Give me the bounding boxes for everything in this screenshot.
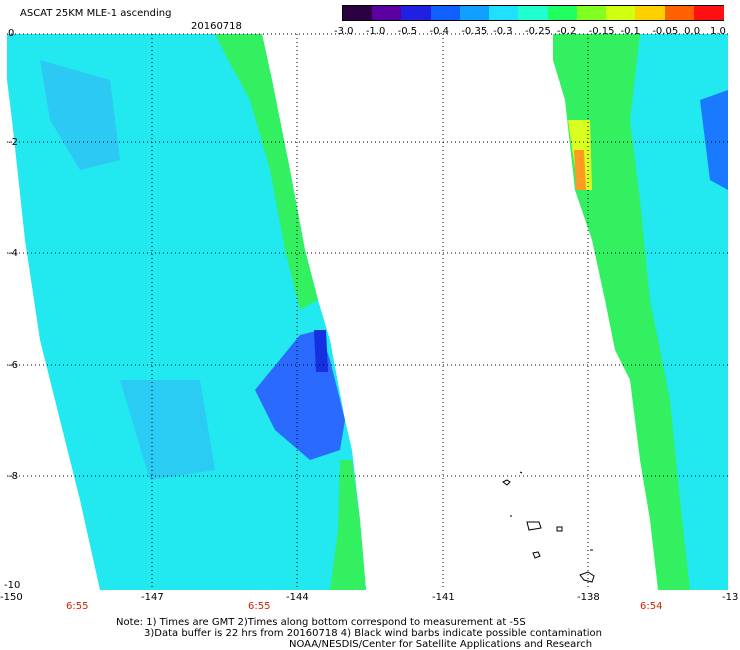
colorbar-label: -0.2 bbox=[556, 26, 577, 37]
colorbar-segment bbox=[606, 6, 637, 20]
grid bbox=[7, 34, 728, 590]
x-tick: -141 bbox=[432, 592, 455, 603]
colorbar-segment bbox=[372, 6, 403, 20]
y-tick: -10 bbox=[4, 580, 21, 591]
left-swath-blue-core bbox=[314, 330, 328, 372]
colorbar-label: -1.0 bbox=[365, 26, 386, 37]
colorbar-segment bbox=[576, 6, 608, 20]
y-tick: -4 bbox=[8, 248, 18, 259]
pass-time: 6:55 bbox=[66, 601, 89, 612]
colorbar-label: -0.35 bbox=[461, 26, 488, 37]
colorbar-segment bbox=[401, 6, 432, 20]
chart-date: 20160718 bbox=[191, 21, 242, 32]
colorbar bbox=[342, 5, 724, 21]
x-tick: -138 bbox=[577, 592, 600, 603]
note-line-1: Note: 1) Times are GMT 2)Times along bot… bbox=[116, 617, 526, 628]
colorbar-segment bbox=[459, 6, 491, 20]
note-line-2: 3)Data buffer is 22 hrs from 20160718 4)… bbox=[144, 628, 602, 639]
x-tick: -13 bbox=[722, 592, 739, 603]
colorbar-segment bbox=[664, 6, 695, 20]
colorbar-label: -0.3 bbox=[493, 26, 513, 37]
colorbar-segment bbox=[489, 6, 520, 20]
colorbar-segment bbox=[693, 6, 724, 20]
y-tick: -6 bbox=[8, 360, 18, 371]
colorbar-label: 0.0 bbox=[684, 26, 701, 37]
colorbar-segment bbox=[343, 6, 374, 20]
colorbar-label: -0.05 bbox=[652, 26, 679, 37]
colorbar-segment bbox=[518, 6, 549, 20]
islands bbox=[502, 471, 595, 583]
colorbar-segment bbox=[430, 6, 461, 20]
left-swath-green-edge bbox=[215, 34, 318, 310]
right-swath-cyan bbox=[630, 34, 728, 590]
left-swath-lightblue-2 bbox=[120, 380, 215, 480]
chart-title: ASCAT 25KM MLE-1 ascending bbox=[20, 8, 172, 19]
note-line-3: NOAA/NESDIS/Center for Satellite Applica… bbox=[289, 639, 593, 650]
colorbar-label: -0.25 bbox=[525, 26, 551, 37]
pass-time: 6:54 bbox=[640, 601, 663, 612]
y-tick: 0 bbox=[8, 28, 15, 39]
colorbar-label: -3.0 bbox=[334, 26, 354, 37]
colorbar-label: -0.15 bbox=[588, 26, 615, 37]
y-tick: -2 bbox=[8, 137, 18, 148]
right-swath-orange bbox=[574, 150, 586, 190]
x-tick: -150 bbox=[0, 592, 23, 603]
colorbar-label: 1.0 bbox=[710, 26, 726, 37]
x-tick: -144 bbox=[286, 592, 309, 603]
colorbar-segment bbox=[547, 6, 578, 20]
right-swath-blue bbox=[700, 90, 728, 190]
y-tick: -8 bbox=[8, 471, 18, 482]
colorbar-label: -0.4 bbox=[429, 26, 450, 37]
colorbar-segment bbox=[635, 6, 666, 20]
x-tick: -147 bbox=[141, 592, 164, 603]
left-swath-green-edge-lower bbox=[330, 460, 366, 590]
colorbar-label: -0.1 bbox=[620, 26, 641, 37]
colorbar-label: -0.5 bbox=[397, 26, 418, 37]
pass-time: 6:55 bbox=[248, 601, 271, 612]
